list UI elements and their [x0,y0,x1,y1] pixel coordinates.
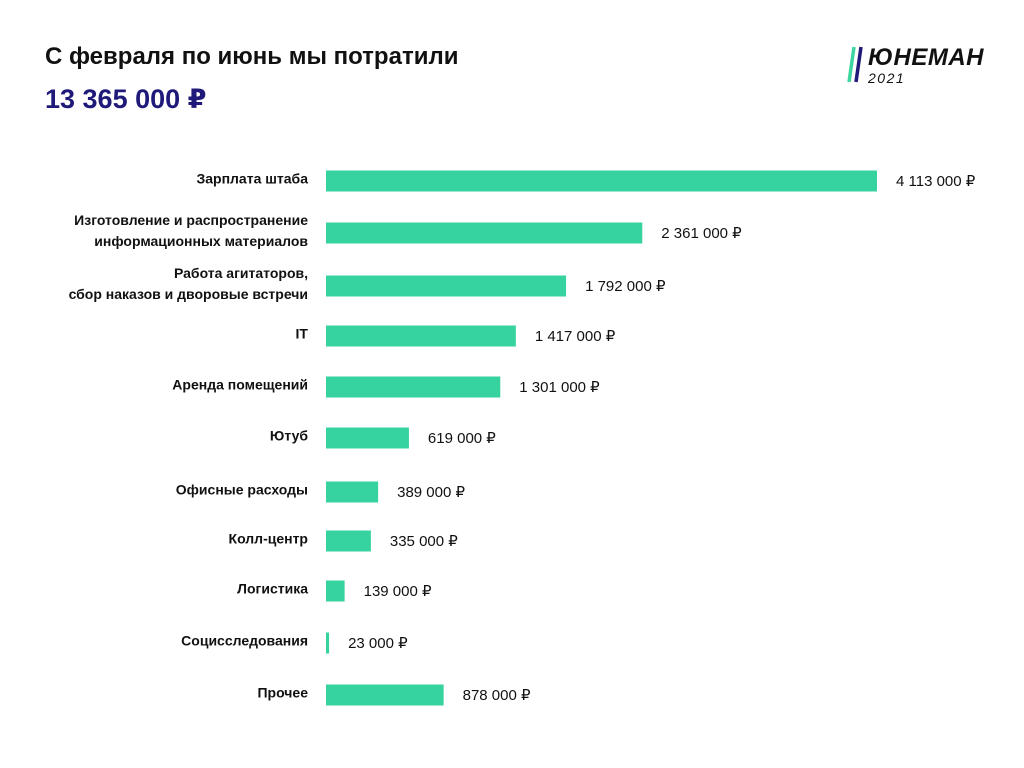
value-label-6: 389 000 ₽ [397,484,465,501]
bar-5 [326,427,409,449]
bar-4 [326,376,501,398]
value-label-9: 23 000 ₽ [348,635,408,652]
bar-2 [326,275,567,297]
value-label-0: 4 113 000 ₽ [896,173,976,190]
category-label-5: Ютуб [270,428,308,444]
brand-logo: ЮНЕМАН 2021 [846,44,996,86]
category-label-3: IT [296,326,309,342]
value-label-7: 335 000 ₽ [390,533,458,550]
category-label-2-line-0: Работа агитаторов, [174,265,308,281]
total-amount: 13 365 000 ₽ [45,84,207,114]
category-label-8: Логистика [237,581,308,597]
value-label-5: 619 000 ₽ [428,430,496,447]
bar-3 [326,325,516,347]
chart-title: С февраля по июнь мы потратили [45,43,459,70]
category-label-1-line-1: информационных материалов [94,233,308,249]
bar-10 [326,684,444,706]
bar-7 [326,530,371,552]
bar-6 [326,481,379,503]
value-label-4: 1 301 000 ₽ [519,379,600,396]
category-label-6: Офисные расходы [176,482,308,498]
category-label-9: Социсследования [181,633,308,649]
category-label-1-line-0: Изготовление и распространение [74,212,308,228]
category-label-4: Аренда помещений [172,377,308,393]
bar-0 [326,170,877,192]
bar-9 [326,632,330,654]
bar-1 [326,222,643,244]
value-label-10: 878 000 ₽ [463,687,531,704]
category-label-10: Прочее [257,685,308,701]
category-label-2-line-1: сбор наказов и дворовые встречи [69,286,308,302]
bar-8 [326,580,345,602]
logo-year: 2021 [868,70,906,86]
logo-name: ЮНЕМАН [868,44,985,71]
value-label-8: 139 000 ₽ [364,583,432,600]
value-label-3: 1 417 000 ₽ [535,328,616,345]
category-label-7: Колл-центр [229,531,308,547]
value-label-1: 2 361 000 ₽ [661,225,742,242]
value-label-2: 1 792 000 ₽ [585,278,666,295]
logo-slash-icon [847,46,863,83]
category-label-0: Зарплата штаба [196,171,308,187]
